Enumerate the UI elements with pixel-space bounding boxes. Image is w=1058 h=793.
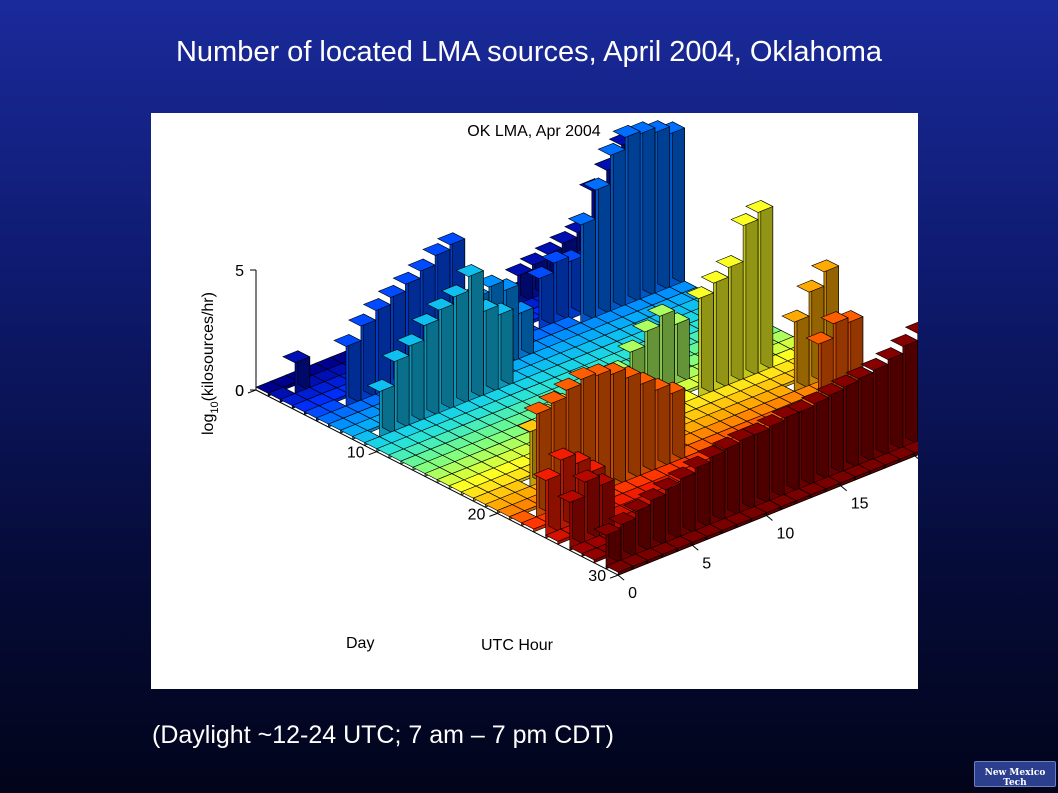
bar: [798, 482, 827, 499]
x-axis-label: UTC Hour: [481, 637, 554, 654]
bar3d-chart: OK LMA, Apr 2004 0510152025010203005 UTC…: [200, 120, 918, 654]
bar: [724, 511, 753, 528]
bar: [485, 302, 514, 393]
bar: [612, 124, 641, 309]
bar: [860, 357, 889, 463]
z-tick-label: 5: [235, 263, 244, 280]
bar: [634, 547, 664, 564]
bars: [255, 120, 918, 576]
y-axis-label: Day: [346, 635, 374, 652]
bar: [597, 142, 626, 315]
bar: [381, 349, 410, 435]
slide-title: Number of located LMA sources, April 200…: [175, 36, 883, 68]
plot-panel: OK LMA, Apr 2004 0510152025010203005 UTC…: [151, 113, 918, 689]
bar: [649, 541, 679, 558]
x-tick-label: 0: [628, 585, 637, 602]
bar: [567, 212, 597, 327]
x-tick-label: 15: [851, 496, 869, 513]
bar: [366, 378, 396, 441]
bar: [685, 286, 715, 400]
caption: (Daylight ~12-24 UTC; 7 am – 7 pm CDT): [152, 721, 614, 749]
new-mexico-tech-logo: New Mexico Tech: [974, 761, 1056, 788]
bar: [845, 366, 874, 469]
bar: [440, 284, 470, 411]
bar: [890, 333, 918, 451]
bar: [593, 522, 622, 570]
bar: [642, 120, 671, 297]
bar: [715, 255, 744, 389]
bar: [348, 313, 377, 404]
bar: [333, 333, 362, 410]
bar: [656, 121, 686, 291]
bar: [526, 266, 555, 332]
bar: [700, 270, 730, 395]
bar: [557, 489, 586, 551]
bar: [362, 298, 392, 398]
bar: [622, 498, 652, 558]
bar: [597, 362, 627, 491]
bar: [627, 121, 656, 303]
bar: [800, 391, 830, 486]
y-tick-label: 0: [235, 383, 244, 400]
bar: [726, 428, 756, 516]
bar: [730, 213, 759, 383]
bar: [815, 382, 845, 480]
bar: [756, 413, 785, 504]
bar: [667, 466, 696, 540]
bar: [786, 399, 815, 492]
bar: [637, 488, 667, 552]
z-axis-label: log10(kilosources/hr): [200, 292, 221, 435]
bar: [605, 559, 634, 576]
bar: [745, 199, 774, 377]
x-tick-label: 10: [777, 526, 795, 543]
bar: [282, 350, 311, 397]
chart-title: OK LMA, Apr 2004: [467, 123, 601, 140]
bar: [711, 436, 741, 522]
y-tick-label: 20: [468, 506, 486, 523]
bar: [396, 333, 425, 429]
bar: [872, 452, 901, 469]
y-tick-label: 10: [347, 445, 365, 462]
y-tick-label: 30: [588, 568, 606, 585]
bar: [781, 309, 810, 395]
z-tick-label: 0: [235, 383, 244, 400]
x-tick-label: 5: [702, 555, 711, 572]
bar: [830, 374, 860, 475]
bar: [652, 477, 681, 546]
bar: [532, 467, 562, 539]
bar: [646, 303, 676, 394]
bar: [505, 301, 535, 363]
bar: [540, 250, 570, 326]
ticks: 0510152025010203005: [235, 263, 918, 602]
logo-text: New Mexico Tech: [984, 768, 1046, 788]
bar: [608, 511, 637, 564]
bar: [875, 347, 904, 457]
